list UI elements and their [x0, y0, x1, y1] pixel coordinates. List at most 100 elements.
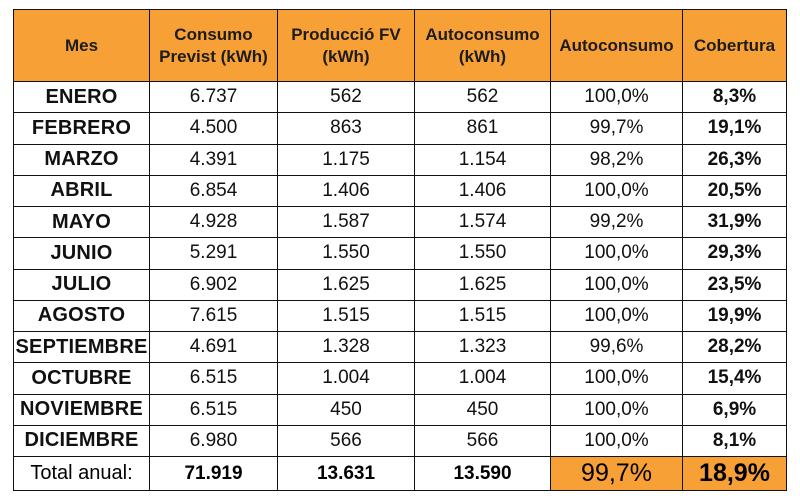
autoconsumo-value: 1.574: [414, 205, 551, 239]
month-name: AGOSTO: [13, 299, 150, 333]
table-row: JUNIO 5.291 1.550 1.550 100,0% 29,3%: [13, 237, 787, 270]
cobertura-value: 8,1%: [682, 424, 787, 458]
cobertura-value: 6,9%: [682, 393, 787, 426]
consumo-value: 4.928: [149, 205, 278, 239]
header-autoconsumo-pct: Autoconsumo: [550, 9, 683, 82]
autoconsumo-pct-value: 100,0%: [550, 362, 683, 395]
month-name: FEBRERO: [13, 112, 150, 145]
autoconsumo-value: 1.515: [414, 299, 551, 333]
produccio-value: 562: [277, 80, 415, 114]
produccio-value: 1.406: [277, 174, 415, 208]
table-row: MARZO 4.391 1.175 1.154 98,2% 26,3%: [13, 143, 787, 176]
consumo-value: 6.980: [149, 424, 278, 458]
month-name: ENERO: [13, 80, 150, 114]
consumo-value: 6.854: [149, 174, 278, 208]
autoconsumo-pct-value: 100,0%: [550, 174, 683, 208]
month-name: NOVIEMBRE: [13, 393, 150, 426]
autoconsumo-pct-value: 100,0%: [550, 237, 683, 270]
table-header: Mes Consumo Previst (kWh) Producció FV (kW…: [13, 9, 787, 82]
header-produccio: Producció FV (kWh): [277, 9, 415, 82]
autoconsumo-value: 562: [414, 80, 551, 114]
header-autoconsumo-kwh: Autoconsumo (kWh): [414, 9, 551, 82]
table-row: NOVIEMBRE 6.515 450 450 100,0% 6,9%: [13, 393, 787, 426]
consumo-value: 5.291: [149, 237, 278, 270]
header-consumo: Consumo Previst (kWh): [149, 9, 278, 82]
total-autoconsumo-pct: 99,7%: [550, 456, 683, 491]
produccio-value: 1.587: [277, 205, 415, 239]
autoconsumo-value: 1.406: [414, 174, 551, 208]
cobertura-value: 29,3%: [682, 237, 787, 270]
autoconsumo-pct-value: 99,6%: [550, 330, 683, 364]
consumo-value: 6.515: [149, 393, 278, 426]
consumo-value: 6.737: [149, 80, 278, 114]
month-name: ABRIL: [13, 174, 150, 208]
autoconsumo-value: 861: [414, 112, 551, 145]
autoconsumo-pct-value: 100,0%: [550, 393, 683, 426]
month-name: JULIO: [13, 268, 150, 301]
produccio-value: 566: [277, 424, 415, 458]
table-row: OCTUBRE 6.515 1.004 1.004 100,0% 15,4%: [13, 362, 787, 395]
autoconsumo-value: 1.550: [414, 237, 551, 270]
month-name: SEPTIEMBRE: [13, 330, 150, 364]
table-row: AGOSTO 7.615 1.515 1.515 100,0% 19,9%: [13, 299, 787, 333]
total-autoconsumo: 13.590: [414, 456, 551, 491]
produccio-value: 1.175: [277, 143, 415, 176]
month-name: OCTUBRE: [13, 362, 150, 395]
cobertura-value: 15,4%: [682, 362, 787, 395]
total-produccio: 13.631: [277, 456, 415, 491]
produccio-value: 1.004: [277, 362, 415, 395]
cobertura-value: 23,5%: [682, 268, 787, 301]
table-row: SEPTIEMBRE 4.691 1.328 1.323 99,6% 28,2%: [13, 330, 787, 364]
total-cobertura: 18,9%: [682, 456, 787, 491]
total-row: Total anual: 71.919 13.631 13.590 99,7% …: [13, 456, 787, 491]
autoconsumo-value: 1.625: [414, 268, 551, 301]
produccio-value: 863: [277, 112, 415, 145]
autoconsumo-pct-value: 100,0%: [550, 299, 683, 333]
header-row: Mes Consumo Previst (kWh) Producció FV (kW…: [13, 9, 787, 82]
table-row: DICIEMBRE 6.980 566 566 100,0% 8,1%: [13, 424, 787, 458]
autoconsumo-pct-value: 100,0%: [550, 268, 683, 301]
produccio-value: 1.625: [277, 268, 415, 301]
consumo-value: 7.615: [149, 299, 278, 333]
cobertura-value: 19,1%: [682, 112, 787, 145]
cobertura-value: 20,5%: [682, 174, 787, 208]
month-name: MAYO: [13, 205, 150, 239]
table-row: JULIO 6.902 1.625 1.625 100,0% 23,5%: [13, 268, 787, 301]
autoconsumo-value: 450: [414, 393, 551, 426]
cobertura-value: 8,3%: [682, 80, 787, 114]
autoconsumo-pct-value: 100,0%: [550, 424, 683, 458]
cobertura-value: 31,9%: [682, 205, 787, 239]
produccio-value: 1.515: [277, 299, 415, 333]
consumo-value: 6.515: [149, 362, 278, 395]
autoconsumo-pct-value: 98,2%: [550, 143, 683, 176]
table-row: ABRIL 6.854 1.406 1.406 100,0% 20,5%: [13, 174, 787, 208]
autoconsumo-pct-value: 99,7%: [550, 112, 683, 145]
cobertura-value: 19,9%: [682, 299, 787, 333]
total-label: Total anual:: [13, 456, 150, 491]
produccio-value: 1.328: [277, 330, 415, 364]
autoconsumo-pct-value: 99,2%: [550, 205, 683, 239]
table-row: FEBRERO 4.500 863 861 99,7% 19,1%: [13, 112, 787, 145]
consumo-value: 6.902: [149, 268, 278, 301]
consumo-value: 4.691: [149, 330, 278, 364]
autoconsumo-value: 1.154: [414, 143, 551, 176]
consumo-value: 4.500: [149, 112, 278, 145]
autoconsumo-value: 1.323: [414, 330, 551, 364]
autoconsumo-pct-value: 100,0%: [550, 80, 683, 114]
produccio-value: 450: [277, 393, 415, 426]
header-cobertura: Cobertura: [682, 9, 787, 82]
month-name: JUNIO: [13, 237, 150, 270]
month-name: DICIEMBRE: [13, 424, 150, 458]
table-body: ENERO 6.737 562 562 100,0% 8,3% FEBRERO 4.500 86…: [13, 80, 787, 458]
autoconsumo-value: 566: [414, 424, 551, 458]
table-row: MAYO 4.928 1.587 1.574 99,2% 31,9%: [13, 205, 787, 239]
total-consumo: 71.919: [149, 456, 278, 491]
produccio-value: 1.550: [277, 237, 415, 270]
consumo-value: 4.391: [149, 143, 278, 176]
energy-table: Mes Consumo Previst (kWh) Producció FV (kW…: [13, 9, 787, 491]
table-row: ENERO 6.737 562 562 100,0% 8,3%: [13, 80, 787, 114]
cobertura-value: 28,2%: [682, 330, 787, 364]
autoconsumo-value: 1.004: [414, 362, 551, 395]
cobertura-value: 26,3%: [682, 143, 787, 176]
table-footer: Total anual: 71.919 13.631 13.590 99,7% …: [13, 456, 787, 491]
